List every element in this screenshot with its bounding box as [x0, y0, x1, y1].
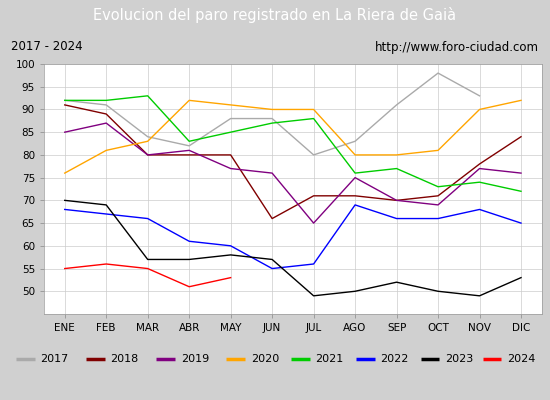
Text: 2017: 2017 [41, 354, 69, 364]
Text: 2017 - 2024: 2017 - 2024 [11, 40, 82, 54]
Text: 2020: 2020 [251, 354, 279, 364]
Text: http://www.foro-ciudad.com: http://www.foro-ciudad.com [375, 40, 539, 54]
Text: 2024: 2024 [507, 354, 535, 364]
Text: 2022: 2022 [380, 354, 409, 364]
Text: 2023: 2023 [445, 354, 473, 364]
Text: 2018: 2018 [111, 354, 139, 364]
Text: 2021: 2021 [315, 354, 344, 364]
Text: 2019: 2019 [180, 354, 209, 364]
Text: Evolucion del paro registrado en La Riera de Gaià: Evolucion del paro registrado en La Rier… [94, 7, 456, 23]
